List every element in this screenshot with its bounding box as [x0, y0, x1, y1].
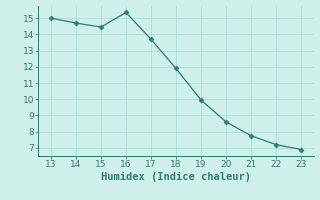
X-axis label: Humidex (Indice chaleur): Humidex (Indice chaleur): [101, 172, 251, 182]
